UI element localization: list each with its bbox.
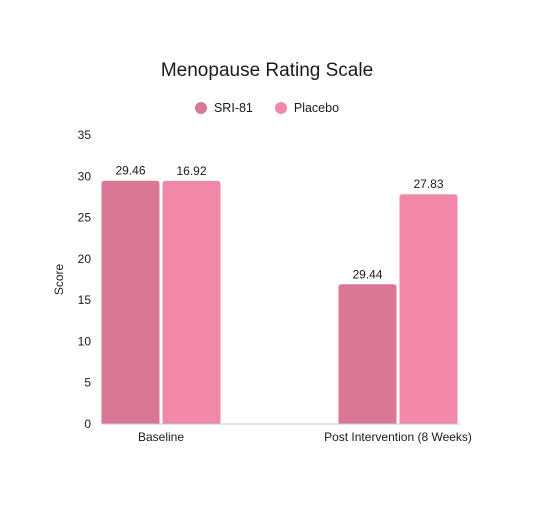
legend-label-placebo: Placebo <box>293 101 340 115</box>
y-tick-label: 0 <box>84 417 91 431</box>
x-tick-label: Post Intervention (8 Weeks) <box>324 430 472 444</box>
data-label: 16.92 <box>176 164 206 178</box>
y-tick-label: 20 <box>78 252 92 266</box>
y-tick-label: 30 <box>78 169 92 183</box>
y-tick-label: 25 <box>78 211 92 225</box>
x-tick-label: Baseline <box>138 430 184 444</box>
data-label: 27.83 <box>413 177 443 191</box>
legend-item-placebo: Placebo <box>274 101 340 115</box>
y-tick-label: 10 <box>78 334 92 348</box>
legend: SRI-81 Placebo <box>0 101 534 115</box>
legend-label-sri-81: SRI-81 <box>213 101 253 115</box>
legend-marker-placebo <box>274 102 287 114</box>
bar-sri-81-0 <box>101 180 160 424</box>
chart-title: Menopause Rating Scale <box>160 60 374 81</box>
legend-item-sri-81: SRI-81 <box>194 101 253 115</box>
legend-marker-sri-81 <box>194 102 207 114</box>
y-tick-label: 35 <box>78 128 92 142</box>
bar-placebo-1 <box>399 194 458 424</box>
bar-placebo-0 <box>162 180 221 424</box>
bar-sri-81-1 <box>338 284 397 424</box>
y-tick-label: 15 <box>78 293 92 307</box>
data-label: 29.44 <box>352 267 382 281</box>
y-tick-label: 5 <box>84 376 91 390</box>
y-axis-label: Score <box>52 264 66 296</box>
data-label: 29.46 <box>115 164 145 178</box>
